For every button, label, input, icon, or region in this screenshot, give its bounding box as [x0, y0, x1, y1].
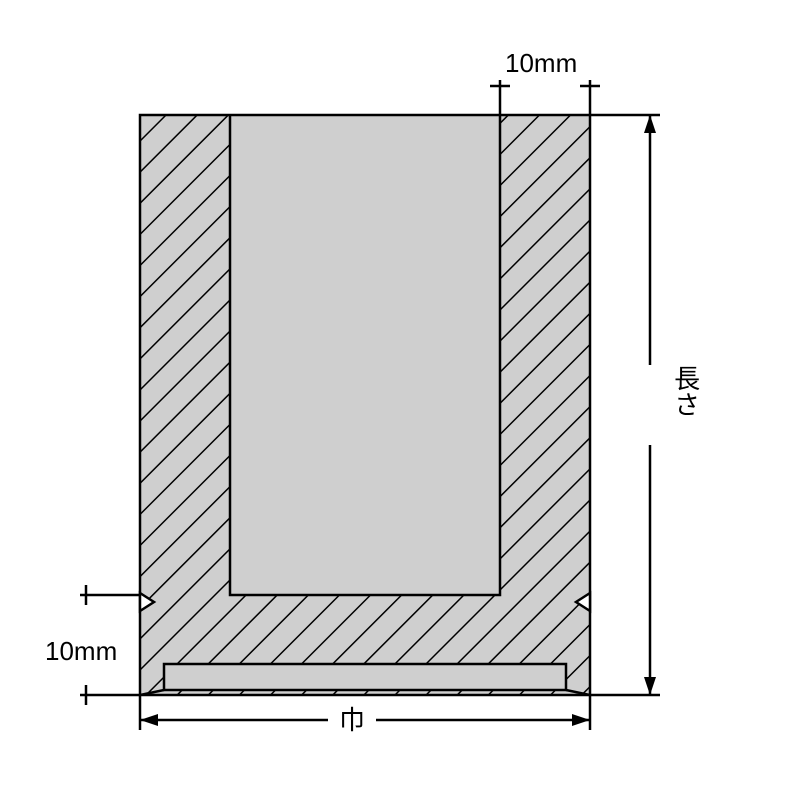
packaging-dimension-diagram: 10mm 10mm 巾 長さ — [0, 0, 800, 800]
bottom-slot — [164, 664, 566, 690]
label-width: 巾 — [339, 705, 365, 735]
label-seal-bottom-10mm: 10mm — [45, 636, 117, 666]
label-seal-top-10mm: 10mm — [505, 48, 577, 78]
inner-window — [230, 115, 500, 595]
label-length: 長さ — [671, 365, 711, 455]
